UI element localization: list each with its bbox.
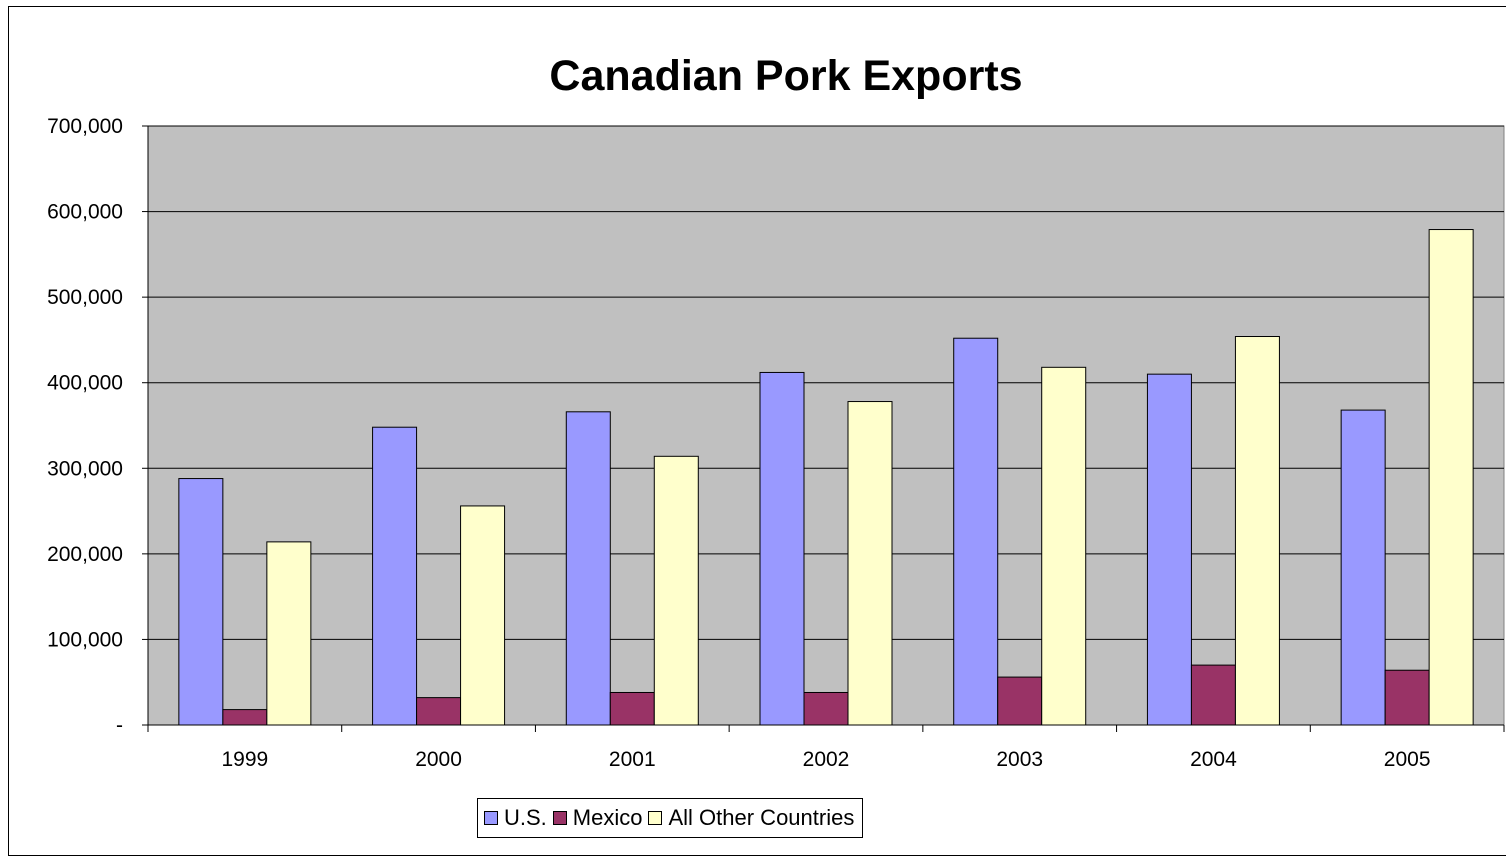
bar-u-s-2000 — [372, 426, 418, 726]
x-tick-label: 2002 — [803, 748, 850, 771]
bar-all-other-countries-2005 — [1428, 229, 1474, 726]
bar-u-s-2003 — [953, 337, 999, 726]
y-tick-label: 500,000 — [47, 286, 123, 309]
legend: U.S. Mexico All Other Countries — [477, 798, 864, 838]
legend-item: U.S. — [484, 805, 547, 831]
bar-u-s-1999 — [178, 478, 224, 726]
x-tick-label: 2005 — [1384, 748, 1431, 771]
y-tick-label: 100,000 — [47, 628, 123, 651]
bar-all-other-countries-2000 — [460, 505, 506, 726]
x-tick-label: 2004 — [1190, 748, 1237, 771]
y-tick-label: 600,000 — [47, 201, 123, 224]
legend-swatch — [648, 811, 663, 825]
legend-swatch — [552, 811, 567, 825]
legend-item: All Other Countries — [648, 805, 854, 831]
bar-u-s-2005 — [1340, 409, 1386, 726]
bar-all-other-countries-2001 — [653, 455, 699, 726]
legend-label: U.S. — [504, 805, 547, 830]
bar-u-s-2004 — [1146, 373, 1192, 726]
y-tick-label: 700,000 — [47, 115, 123, 138]
bar-mexico-1999 — [222, 709, 268, 726]
y-tick-label: 400,000 — [47, 372, 123, 395]
legend-label: All Other Countries — [668, 805, 855, 830]
x-tick-label: 2000 — [415, 748, 462, 771]
chart-title: Canadian Pork Exports — [549, 52, 1023, 100]
y-tick-label: 300,000 — [47, 457, 123, 480]
y-tick-label: 200,000 — [47, 543, 123, 566]
bar-mexico-2004 — [1190, 664, 1236, 726]
bar-mexico-2001 — [609, 691, 655, 726]
plot-background — [147, 125, 1505, 726]
bar-mexico-2000 — [416, 697, 462, 726]
bar-u-s-2001 — [565, 411, 611, 726]
legend-swatch — [484, 811, 498, 825]
bar-mexico-2005 — [1384, 669, 1430, 726]
bar-mexico-2002 — [803, 691, 849, 726]
x-tick-label: 2001 — [609, 748, 656, 771]
legend-label: Mexico — [572, 805, 643, 830]
legend-item: Mexico — [552, 805, 643, 831]
y-tick-label: - — [116, 714, 123, 737]
bar-u-s-2002 — [759, 371, 805, 726]
bar-all-other-countries-2002 — [847, 401, 893, 726]
x-tick-label: 2003 — [996, 748, 1043, 771]
bar-all-other-countries-2004 — [1234, 336, 1280, 726]
bar-all-other-countries-2003 — [1041, 366, 1087, 726]
bar-mexico-2003 — [997, 676, 1043, 726]
bar-all-other-countries-1999 — [266, 541, 312, 726]
x-tick-label: 1999 — [221, 748, 268, 771]
